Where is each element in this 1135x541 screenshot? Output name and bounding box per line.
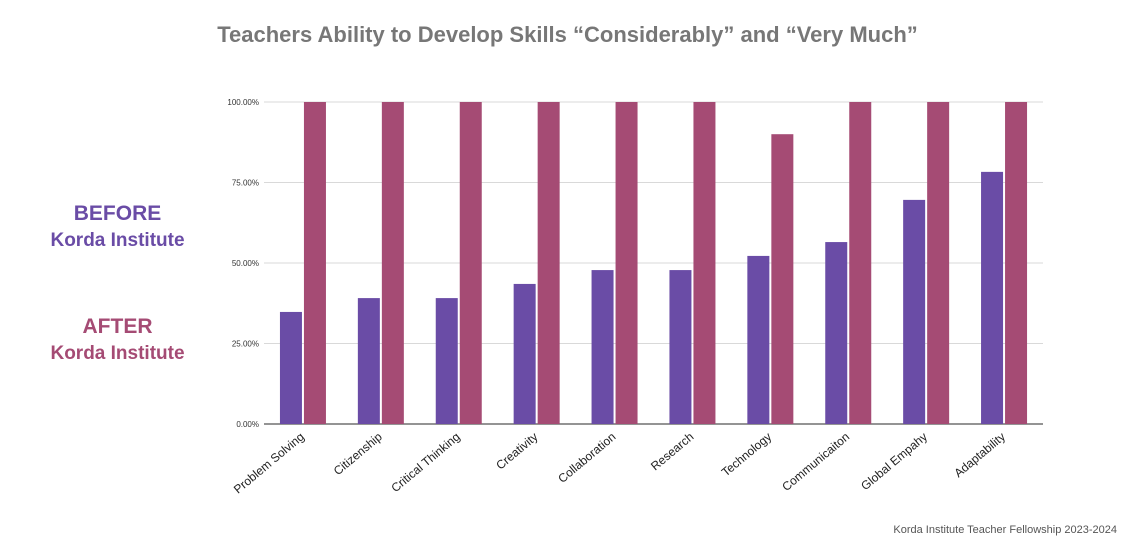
bar-before	[435, 298, 458, 424]
bar-after	[381, 102, 404, 424]
x-tick-label: Adaptability	[951, 430, 1008, 481]
x-tick-label: Global Empahy	[858, 430, 930, 493]
legend-after-line1: AFTER	[82, 315, 153, 338]
legend-before-line2: Korda Institute	[50, 230, 185, 251]
bar-after	[927, 102, 950, 424]
x-tick-label: Problem Solving	[231, 430, 307, 497]
y-tick-label: 75.00%	[232, 179, 259, 188]
y-tick-label: 25.00%	[232, 340, 259, 349]
bar-after	[303, 102, 326, 424]
bar-before	[591, 270, 614, 424]
bar-after	[459, 102, 482, 424]
bar-before	[825, 242, 848, 424]
x-tick-label: Technology	[719, 430, 775, 480]
bar-before	[747, 255, 770, 424]
x-tick-label: Critical Thinking	[388, 430, 462, 495]
y-tick-label: 50.00%	[232, 259, 259, 268]
bar-before	[513, 283, 536, 424]
bar-after	[771, 134, 794, 424]
legend-after-line2: Korda Institute	[50, 343, 185, 364]
x-tick-label: Communicaiton	[779, 430, 852, 494]
bar-before	[669, 270, 692, 424]
bar-before	[903, 199, 926, 424]
chart-title: Teachers Ability to Develop Skills “Cons…	[217, 22, 918, 47]
bar-before	[357, 298, 380, 424]
x-tick-label: Research	[648, 430, 696, 474]
x-tick-label: Citizenship	[331, 429, 385, 478]
y-tick-label: 100.00%	[227, 98, 259, 107]
x-tick-label: Collaboration	[555, 430, 618, 486]
x-tick-label: Creativity	[493, 430, 540, 473]
legend-before-line1: BEFORE	[73, 202, 162, 225]
bar-after	[615, 102, 638, 424]
legend-after: AFTER Korda Institute	[0, 313, 235, 367]
bar-after	[849, 102, 872, 424]
bar-before	[279, 311, 302, 424]
legend-before: BEFORE Korda Institute	[0, 200, 235, 254]
footer-credit: Korda Institute Teacher Fellowship 2023-…	[893, 524, 1117, 536]
bar-before	[981, 171, 1004, 424]
bar-after	[537, 102, 560, 424]
bar-after	[1005, 102, 1028, 424]
y-tick-label: 0.00%	[236, 420, 259, 429]
bar-after	[693, 102, 716, 424]
